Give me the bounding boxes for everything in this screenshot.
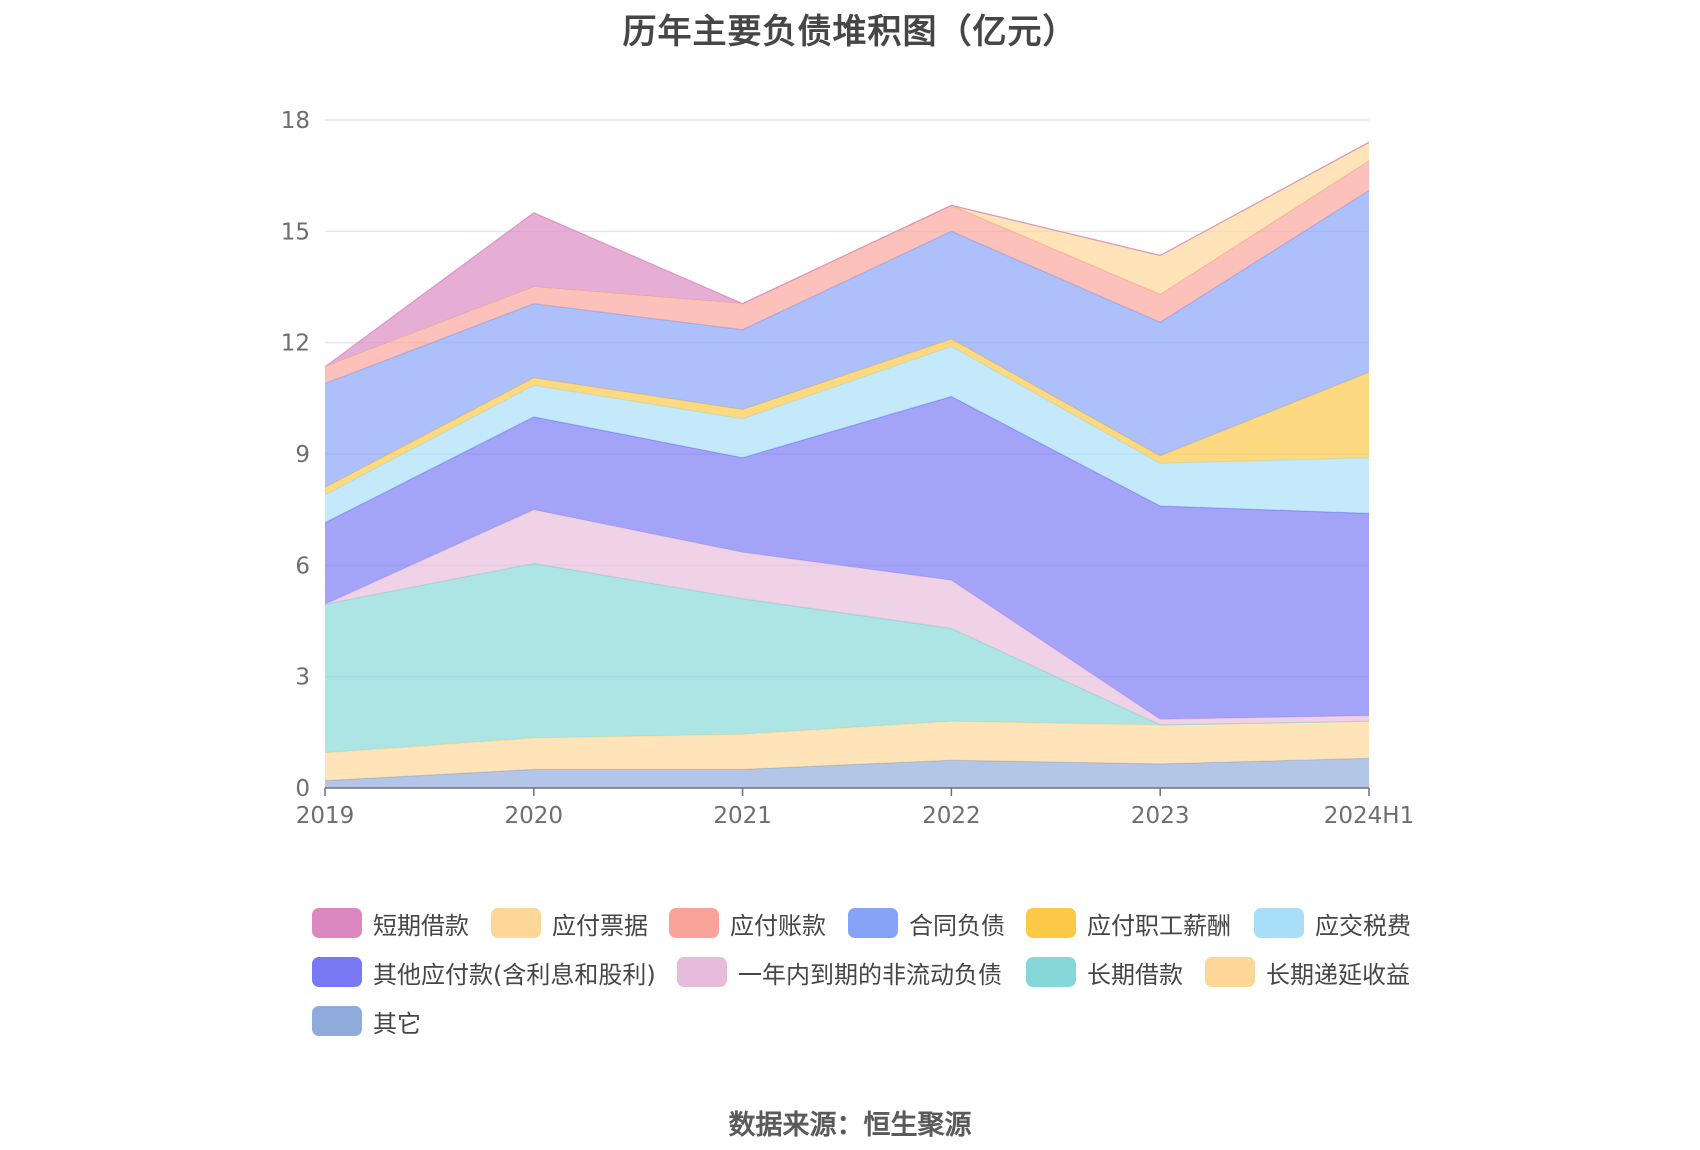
legend-label: 其它 (373, 1009, 421, 1038)
y-tick-label: 15 (281, 219, 310, 245)
stacked-areas (324, 141, 1370, 788)
axes: 0 3 6 9 12 15 18 2019 2020 2021 2022 2023 2024H1 (281, 108, 1415, 829)
area-series-1[interactable] (325, 721, 1369, 781)
x-tick-label: 2024H1 (1324, 803, 1414, 829)
legend-label: 应交税费 (1315, 911, 1411, 940)
legend-swatch (669, 908, 719, 938)
y-tick-label: 9 (295, 442, 310, 468)
legend-label: 短期借款 (373, 911, 469, 940)
legend-item[interactable]: 长期递延收益 (1205, 954, 1410, 990)
area-series-5[interactable] (325, 346, 1369, 523)
y-tick-label: 6 (295, 553, 310, 579)
legend-label: 应付职工薪酬 (1087, 911, 1231, 940)
legend-label: 合同负债 (909, 911, 1005, 940)
legend-item[interactable]: 应付票据 (491, 905, 648, 941)
x-tick-label: 2020 (505, 803, 564, 829)
data-source: 数据来源：恒生聚源 (728, 1110, 972, 1141)
legend-label: 长期借款 (1087, 960, 1183, 989)
x-tick-label: 2021 (713, 803, 772, 829)
x-tick-label: 2022 (922, 803, 981, 829)
legend-label: 应付票据 (552, 911, 648, 940)
legend-label: 应付账款 (730, 911, 826, 940)
legend-swatch (848, 908, 898, 938)
legend-item[interactable]: 应交税费 (1254, 905, 1411, 941)
x-tick-label: 2023 (1131, 803, 1190, 829)
legend-label: 其他应付款(含利息和股利) (373, 960, 656, 989)
legend-swatch (312, 1006, 362, 1036)
legend-item[interactable]: 合同负债 (848, 905, 1005, 941)
legend-swatch (1026, 957, 1076, 987)
area-series-4[interactable] (325, 396, 1369, 720)
area-series-3[interactable] (325, 509, 1369, 725)
area-series-8[interactable] (325, 160, 1369, 384)
area-series-edge-10 (324, 141, 1370, 368)
legend-item[interactable]: 其它 (312, 1003, 421, 1039)
area-series-0[interactable] (325, 758, 1369, 788)
legend-item[interactable]: 应付职工薪酬 (1026, 905, 1231, 941)
legend-swatch (1026, 908, 1076, 938)
area-series-7[interactable] (325, 190, 1369, 488)
y-tick-label: 3 (295, 665, 310, 691)
legend-label: 长期递延收益 (1266, 960, 1410, 989)
y-tick-label: 0 (295, 776, 310, 802)
area-series-2[interactable] (325, 563, 1369, 753)
legend-swatch (491, 908, 541, 938)
chart-title: 历年主要负债堆积图（亿元） (622, 12, 1078, 52)
legend-swatch (312, 908, 362, 938)
legend-swatch (312, 957, 362, 987)
legend-swatch (1205, 957, 1255, 987)
legend-item[interactable]: 应付账款 (669, 905, 826, 941)
y-tick-label: 12 (281, 331, 310, 357)
legend-item[interactable]: 短期借款 (312, 905, 469, 941)
legend-item[interactable]: 长期借款 (1026, 954, 1183, 990)
area-series-10[interactable] (325, 142, 1369, 367)
legend-item[interactable]: 一年内到期的非流动负债 (677, 954, 1002, 990)
legend-item[interactable]: 其他应付款(含利息和股利) (312, 954, 656, 990)
legend-swatch (1254, 908, 1304, 938)
legend-swatch (677, 957, 727, 987)
y-tick-label: 18 (281, 108, 310, 134)
legend-label: 一年内到期的非流动负债 (738, 960, 1002, 989)
x-tick-label: 2019 (296, 803, 355, 829)
